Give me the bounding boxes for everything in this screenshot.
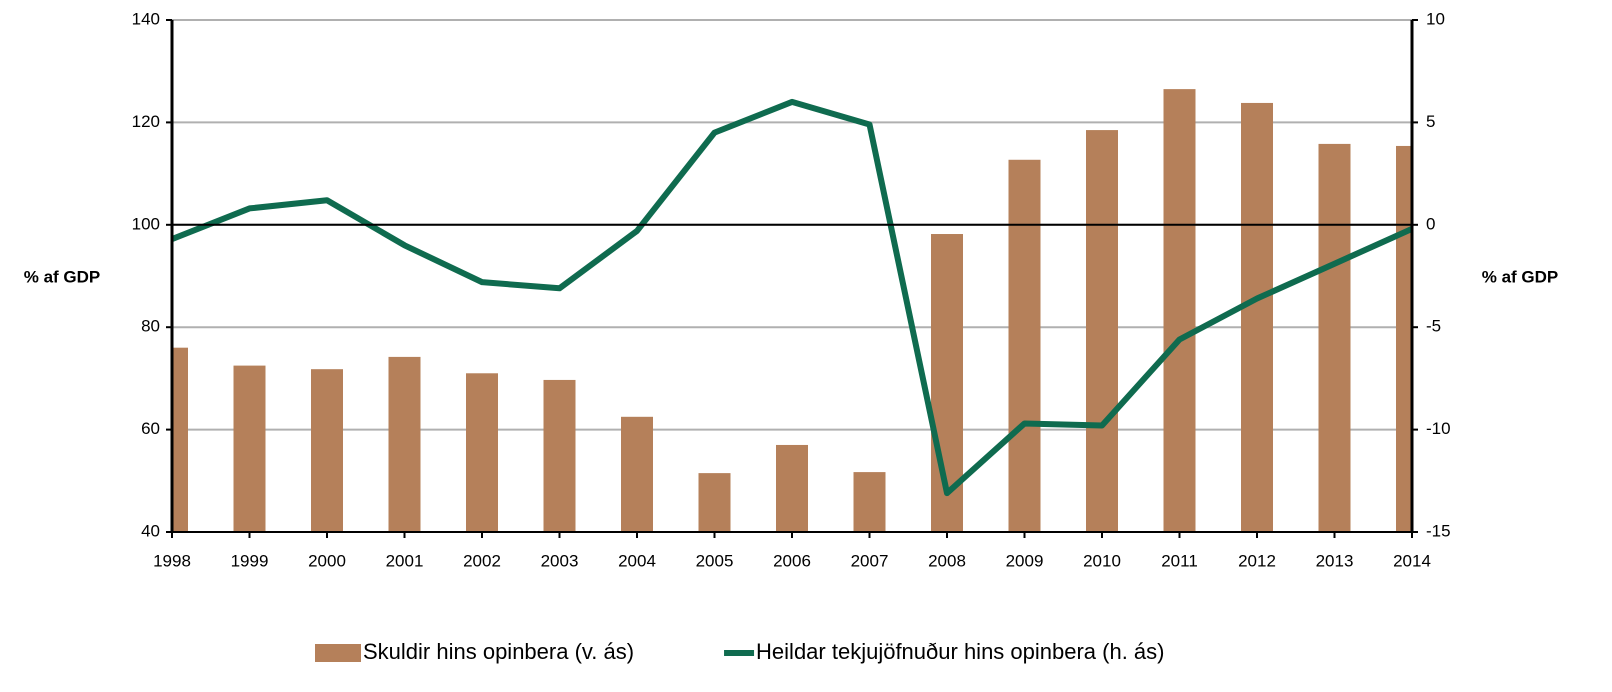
y-tick-label: 80 bbox=[141, 317, 160, 336]
x-tick-label: 2009 bbox=[1006, 551, 1044, 570]
x-tick-label: 2005 bbox=[696, 551, 734, 570]
y-tick-label: 120 bbox=[132, 112, 160, 131]
x-tick-label: 2010 bbox=[1083, 551, 1121, 570]
x-tick-label: 2013 bbox=[1316, 551, 1354, 570]
x-tick-label: 2012 bbox=[1238, 551, 1276, 570]
x-tick-label: 2001 bbox=[386, 551, 424, 570]
x-tick-label: 2011 bbox=[1161, 551, 1198, 570]
x-tick-label: 2002 bbox=[463, 551, 501, 570]
y2-tick-label: 0 bbox=[1426, 214, 1435, 233]
y2-tick-label: -10 bbox=[1426, 419, 1451, 438]
y2-tick-label: -5 bbox=[1426, 317, 1441, 336]
bar bbox=[233, 365, 266, 532]
bar bbox=[311, 369, 343, 532]
line bbox=[172, 98, 1412, 497]
bar bbox=[853, 472, 886, 532]
y2-tick-label: 5 bbox=[1426, 112, 1435, 131]
y-tick-label: 100 bbox=[132, 214, 160, 233]
bar bbox=[776, 444, 808, 532]
bar bbox=[1396, 145, 1412, 532]
x-tick-label: 1998 bbox=[153, 551, 191, 570]
bar bbox=[621, 416, 653, 532]
x-tick-label: 2008 bbox=[928, 551, 966, 570]
x-tick-label: 2004 bbox=[618, 551, 656, 570]
bar bbox=[172, 347, 188, 532]
legend-swatch bbox=[315, 644, 361, 662]
y2-tick-label: -15 bbox=[1426, 521, 1451, 540]
bar bbox=[1008, 159, 1041, 532]
bar bbox=[466, 373, 498, 532]
plot-area bbox=[172, 89, 1412, 533]
bar bbox=[1086, 130, 1118, 532]
y-axis-title: % af GDP bbox=[24, 267, 101, 286]
bar bbox=[1163, 89, 1196, 533]
y2-tick-label: 10 bbox=[1426, 9, 1445, 28]
bar bbox=[388, 356, 421, 532]
bar bbox=[1241, 102, 1273, 532]
legend-label: Skuldir hins opinbera (v. ás) bbox=[363, 639, 634, 664]
legend-label: Heildar tekjujöfnuður hins opinbera (h. … bbox=[756, 639, 1164, 664]
y2-axis-title: % af GDP bbox=[1482, 267, 1559, 286]
x-tick-label: 2006 bbox=[773, 551, 811, 570]
y-tick-label: 40 bbox=[141, 521, 160, 540]
bar bbox=[1318, 143, 1351, 533]
x-tick-label: 1999 bbox=[231, 551, 269, 570]
bar bbox=[543, 379, 576, 532]
y-tick-label: 140 bbox=[132, 9, 160, 28]
x-tick-label: 2003 bbox=[541, 551, 579, 570]
bar bbox=[698, 473, 731, 532]
x-tick-label: 2000 bbox=[308, 551, 346, 570]
x-tick-label: 2014 bbox=[1393, 551, 1431, 570]
y-tick-label: 60 bbox=[141, 419, 160, 438]
x-tick-label: 2007 bbox=[851, 551, 889, 570]
